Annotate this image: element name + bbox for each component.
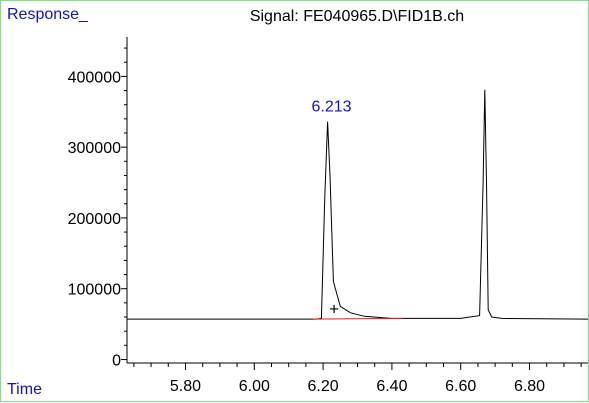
y-tick-label: 200000 — [68, 211, 121, 228]
plus-marker: + — [329, 300, 339, 319]
signal-trace — [127, 89, 589, 320]
plot-area: 6.213 + — [127, 89, 589, 320]
y-tick-label: 400000 — [68, 69, 121, 86]
peak-annotation-label: 6.213 — [312, 99, 352, 116]
chart-title: Signal: FE040965.D\FID1B.ch — [250, 8, 464, 25]
x-tick-label: 6.80 — [514, 378, 545, 395]
x-tick-label: 6.20 — [308, 378, 339, 395]
x-tick-label: 6.00 — [239, 378, 270, 395]
y-tick-label: 100000 — [68, 282, 121, 299]
integration-baseline — [312, 317, 403, 320]
x-axis-label: Time — [7, 381, 42, 398]
x-tick-label: 6.40 — [376, 378, 407, 395]
y-tick-label: 300000 — [68, 140, 121, 157]
y-axis-label: Response_ — [7, 6, 89, 23]
y-tick-label: 0 — [112, 352, 121, 369]
axes: 0 100000 200000 300000 400000 5.80 6.00 6.20 6.4… — [68, 37, 588, 395]
x-tick-label: 5.80 — [170, 378, 201, 395]
x-tick-label: 6.60 — [445, 378, 476, 395]
